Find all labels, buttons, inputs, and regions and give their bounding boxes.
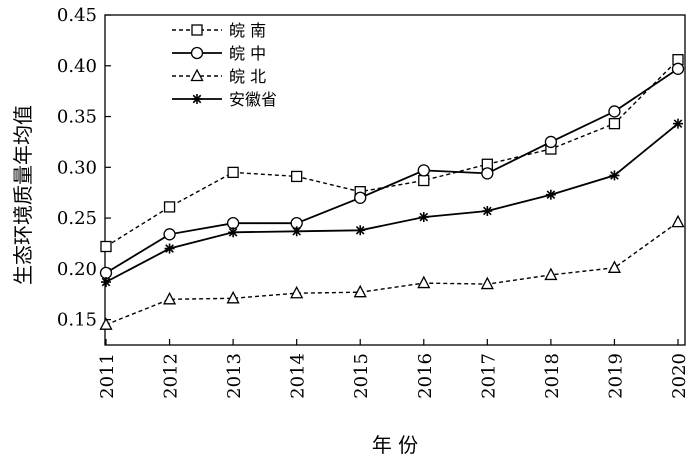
- data-point: [673, 118, 683, 129]
- legend-item: 皖 南: [172, 21, 266, 40]
- x-tick-label: 2017: [478, 353, 499, 399]
- x-tick-label: 2011: [97, 353, 118, 399]
- data-point: [671, 214, 685, 228]
- legend-item: 皖 北: [172, 67, 266, 86]
- x-tick-label: 2015: [351, 353, 372, 399]
- data-point: [354, 191, 367, 204]
- plot-frame: [104, 14, 686, 346]
- asterisk-stroke: [101, 277, 111, 287]
- data-point: [417, 164, 430, 177]
- data-point: [607, 260, 622, 273]
- data-point: [290, 285, 304, 299]
- data-point: [226, 290, 240, 304]
- chart-axes: 0.15 0.20 0.25 0.30 0.35 0.40 0.45 2011 2012 2013…: [57, 5, 690, 399]
- data-point: [418, 212, 429, 223]
- data-point: [355, 225, 366, 236]
- data-point: [608, 117, 621, 130]
- data-point: [226, 217, 240, 230]
- y-tick-label: 0.40: [57, 56, 97, 77]
- data-point: [482, 205, 493, 216]
- series-line: [105, 68, 679, 274]
- series-line: [105, 221, 679, 326]
- y-tick-label: 0.35: [57, 107, 97, 128]
- series-line: [105, 59, 679, 248]
- data-point: [227, 166, 239, 179]
- data-point: [608, 105, 621, 118]
- y-tick-label: 0.30: [57, 157, 97, 178]
- data-point: [291, 170, 303, 183]
- series-2: [99, 62, 685, 280]
- asterisk-stroke: [673, 119, 683, 128]
- y-tick-label: 0.15: [57, 310, 97, 331]
- x-tick-label: 2014: [288, 353, 309, 399]
- asterisk-stroke: [610, 171, 619, 180]
- series-layer: [99, 54, 685, 330]
- legend-label: 皖 北: [229, 67, 266, 86]
- y-tick-label: 0.45: [57, 5, 97, 26]
- data-point: [163, 201, 176, 213]
- asterisk-stroke: [165, 244, 174, 253]
- asterisk-stroke: [192, 94, 202, 104]
- y-tick-label: 0.25: [57, 208, 97, 229]
- asterisk-stroke: [546, 190, 556, 200]
- data-point: [545, 189, 556, 200]
- data-point: [418, 174, 430, 187]
- data-point: [480, 276, 494, 290]
- legend-marker: [191, 24, 203, 36]
- asterisk-stroke: [419, 212, 429, 222]
- data-point: [99, 317, 113, 330]
- legend-label: 皖 中: [229, 44, 266, 63]
- x-tick-label: 2016: [415, 353, 436, 399]
- legend-label: 皖 南: [229, 21, 266, 40]
- asterisk-stroke: [355, 225, 365, 235]
- data-point: [544, 267, 558, 281]
- x-tick-label: 2018: [542, 353, 563, 399]
- x-tick-label: 2012: [161, 353, 182, 399]
- x-tick-label: 2013: [224, 353, 245, 399]
- data-point: [481, 167, 494, 180]
- series-3: [99, 214, 685, 330]
- data-point: [291, 226, 302, 237]
- legend-marker: [190, 68, 204, 82]
- y-axis-title: 生态环境质量年均值: [11, 105, 35, 285]
- legend-marker: [190, 46, 204, 60]
- legend-item: 安徽省: [172, 90, 277, 109]
- data-point: [163, 228, 176, 241]
- asterisk-stroke: [292, 226, 301, 236]
- x-tick-label: 2019: [605, 353, 626, 399]
- legend-marker: [192, 94, 202, 104]
- data-point: [100, 240, 112, 253]
- data-point: [609, 170, 620, 181]
- data-point: [353, 284, 367, 298]
- data-point: [164, 243, 175, 254]
- series-line: [105, 122, 679, 283]
- x-tick-label: 2020: [669, 353, 690, 399]
- data-point: [99, 266, 113, 280]
- data-point: [228, 227, 239, 238]
- asterisk-stroke: [483, 206, 492, 216]
- data-point: [162, 291, 177, 305]
- series-4: [101, 118, 683, 288]
- asterisk-stroke: [228, 227, 238, 237]
- data-point: [671, 62, 685, 75]
- series-1: [100, 54, 684, 253]
- legend-label: 安徽省: [229, 90, 277, 109]
- data-point: [101, 277, 111, 288]
- legend-item: 皖 中: [172, 44, 266, 63]
- data-point: [417, 275, 431, 289]
- data-point: [544, 135, 558, 149]
- y-tick-label: 0.20: [57, 259, 97, 280]
- x-axis-title: 年 份: [372, 433, 418, 457]
